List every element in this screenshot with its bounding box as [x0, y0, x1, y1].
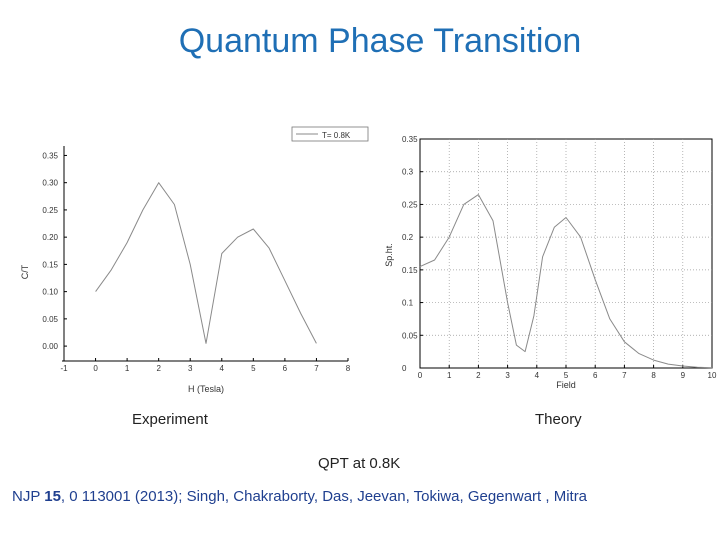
x-tick-label: 8	[346, 364, 351, 373]
caption-qpt: QPT at 0.8K	[318, 455, 401, 472]
x-tick-label: 10	[708, 371, 717, 380]
y-tick-label: 0.35	[42, 151, 58, 160]
x-tick-label: 3	[505, 371, 510, 380]
x-tick-label: 0	[93, 364, 98, 373]
y-tick-label: 0.2	[402, 233, 414, 242]
y-tick-label: 0.10	[42, 288, 58, 297]
x-axis-label: H (Tesla)	[188, 384, 224, 394]
legend-box	[291, 126, 369, 142]
x-tick-label: 5	[251, 364, 256, 373]
reference-prefix: NJP	[12, 488, 45, 505]
x-tick-label: 2	[156, 364, 161, 373]
chart-panel-experiment: -1 0 1 2 3 4 5 6 7 8 0.00 0.05 0.10 0.15 0.20 0.25 0.30 0…	[20, 126, 369, 394]
x-tick-label: 6	[593, 371, 598, 380]
y-tick-label: 0.25	[42, 206, 58, 215]
chart-panel-theory: 0 1 2 3 4 5 6 7 8 9 10 0 0.05 0.1 0.15 0.2 0.25 0.3 0.35 Fi…	[384, 135, 717, 390]
series-line	[419, 194, 713, 369]
x-tick-label: 7	[314, 364, 319, 373]
x-tick-label: 7	[622, 371, 627, 380]
y-axis-label: Sp.ht.	[384, 243, 394, 267]
y-tick-label: 0.35	[402, 135, 418, 144]
legend-label: T= 0.8K	[322, 131, 351, 140]
reference-rest: , 0 113001 (2013); Singh, Chakraborty, D…	[60, 488, 588, 505]
y-tick-label: 0.20	[42, 233, 58, 242]
series-line	[95, 182, 317, 344]
x-tick-label: -1	[60, 364, 68, 373]
x-tick-label: 4	[220, 364, 225, 373]
y-axis-label: C/T	[20, 264, 30, 279]
y-tick-label: 0.25	[402, 200, 418, 209]
caption-theory: Theory	[535, 411, 582, 428]
y-tick-label: 0.00	[42, 342, 58, 351]
reference-citation: NJP 15, 0 113001 (2013); Singh, Chakrabo…	[12, 486, 712, 507]
reference-volume: 15	[44, 488, 61, 505]
x-tick-label: 5	[564, 371, 569, 380]
x-tick-label: 1	[447, 371, 452, 380]
x-tick-label: 0	[418, 371, 423, 380]
y-tick-label: 0.15	[42, 260, 58, 269]
x-tick-label: 4	[535, 371, 540, 380]
x-tick-label: 6	[283, 364, 288, 373]
x-tick-label: 9	[681, 371, 686, 380]
x-axis-label: Field	[556, 380, 576, 390]
slide-title: Quantum Phase Transition	[178, 22, 582, 60]
caption-experiment: Experiment	[132, 411, 208, 428]
x-tick-label: 2	[476, 371, 481, 380]
y-tick-label: 0.3	[402, 168, 414, 177]
y-tick-label: 0.05	[402, 331, 418, 340]
x-tick-label: 8	[651, 371, 656, 380]
y-tick-label: 0.15	[402, 266, 418, 275]
y-tick-label: 0.05	[42, 315, 58, 324]
x-tick-label: 1	[125, 364, 130, 373]
y-tick-label: 0	[402, 364, 407, 373]
x-tick-label: 3	[188, 364, 193, 373]
y-tick-label: 0.30	[42, 179, 58, 188]
y-tick-label: 0.1	[402, 299, 414, 308]
